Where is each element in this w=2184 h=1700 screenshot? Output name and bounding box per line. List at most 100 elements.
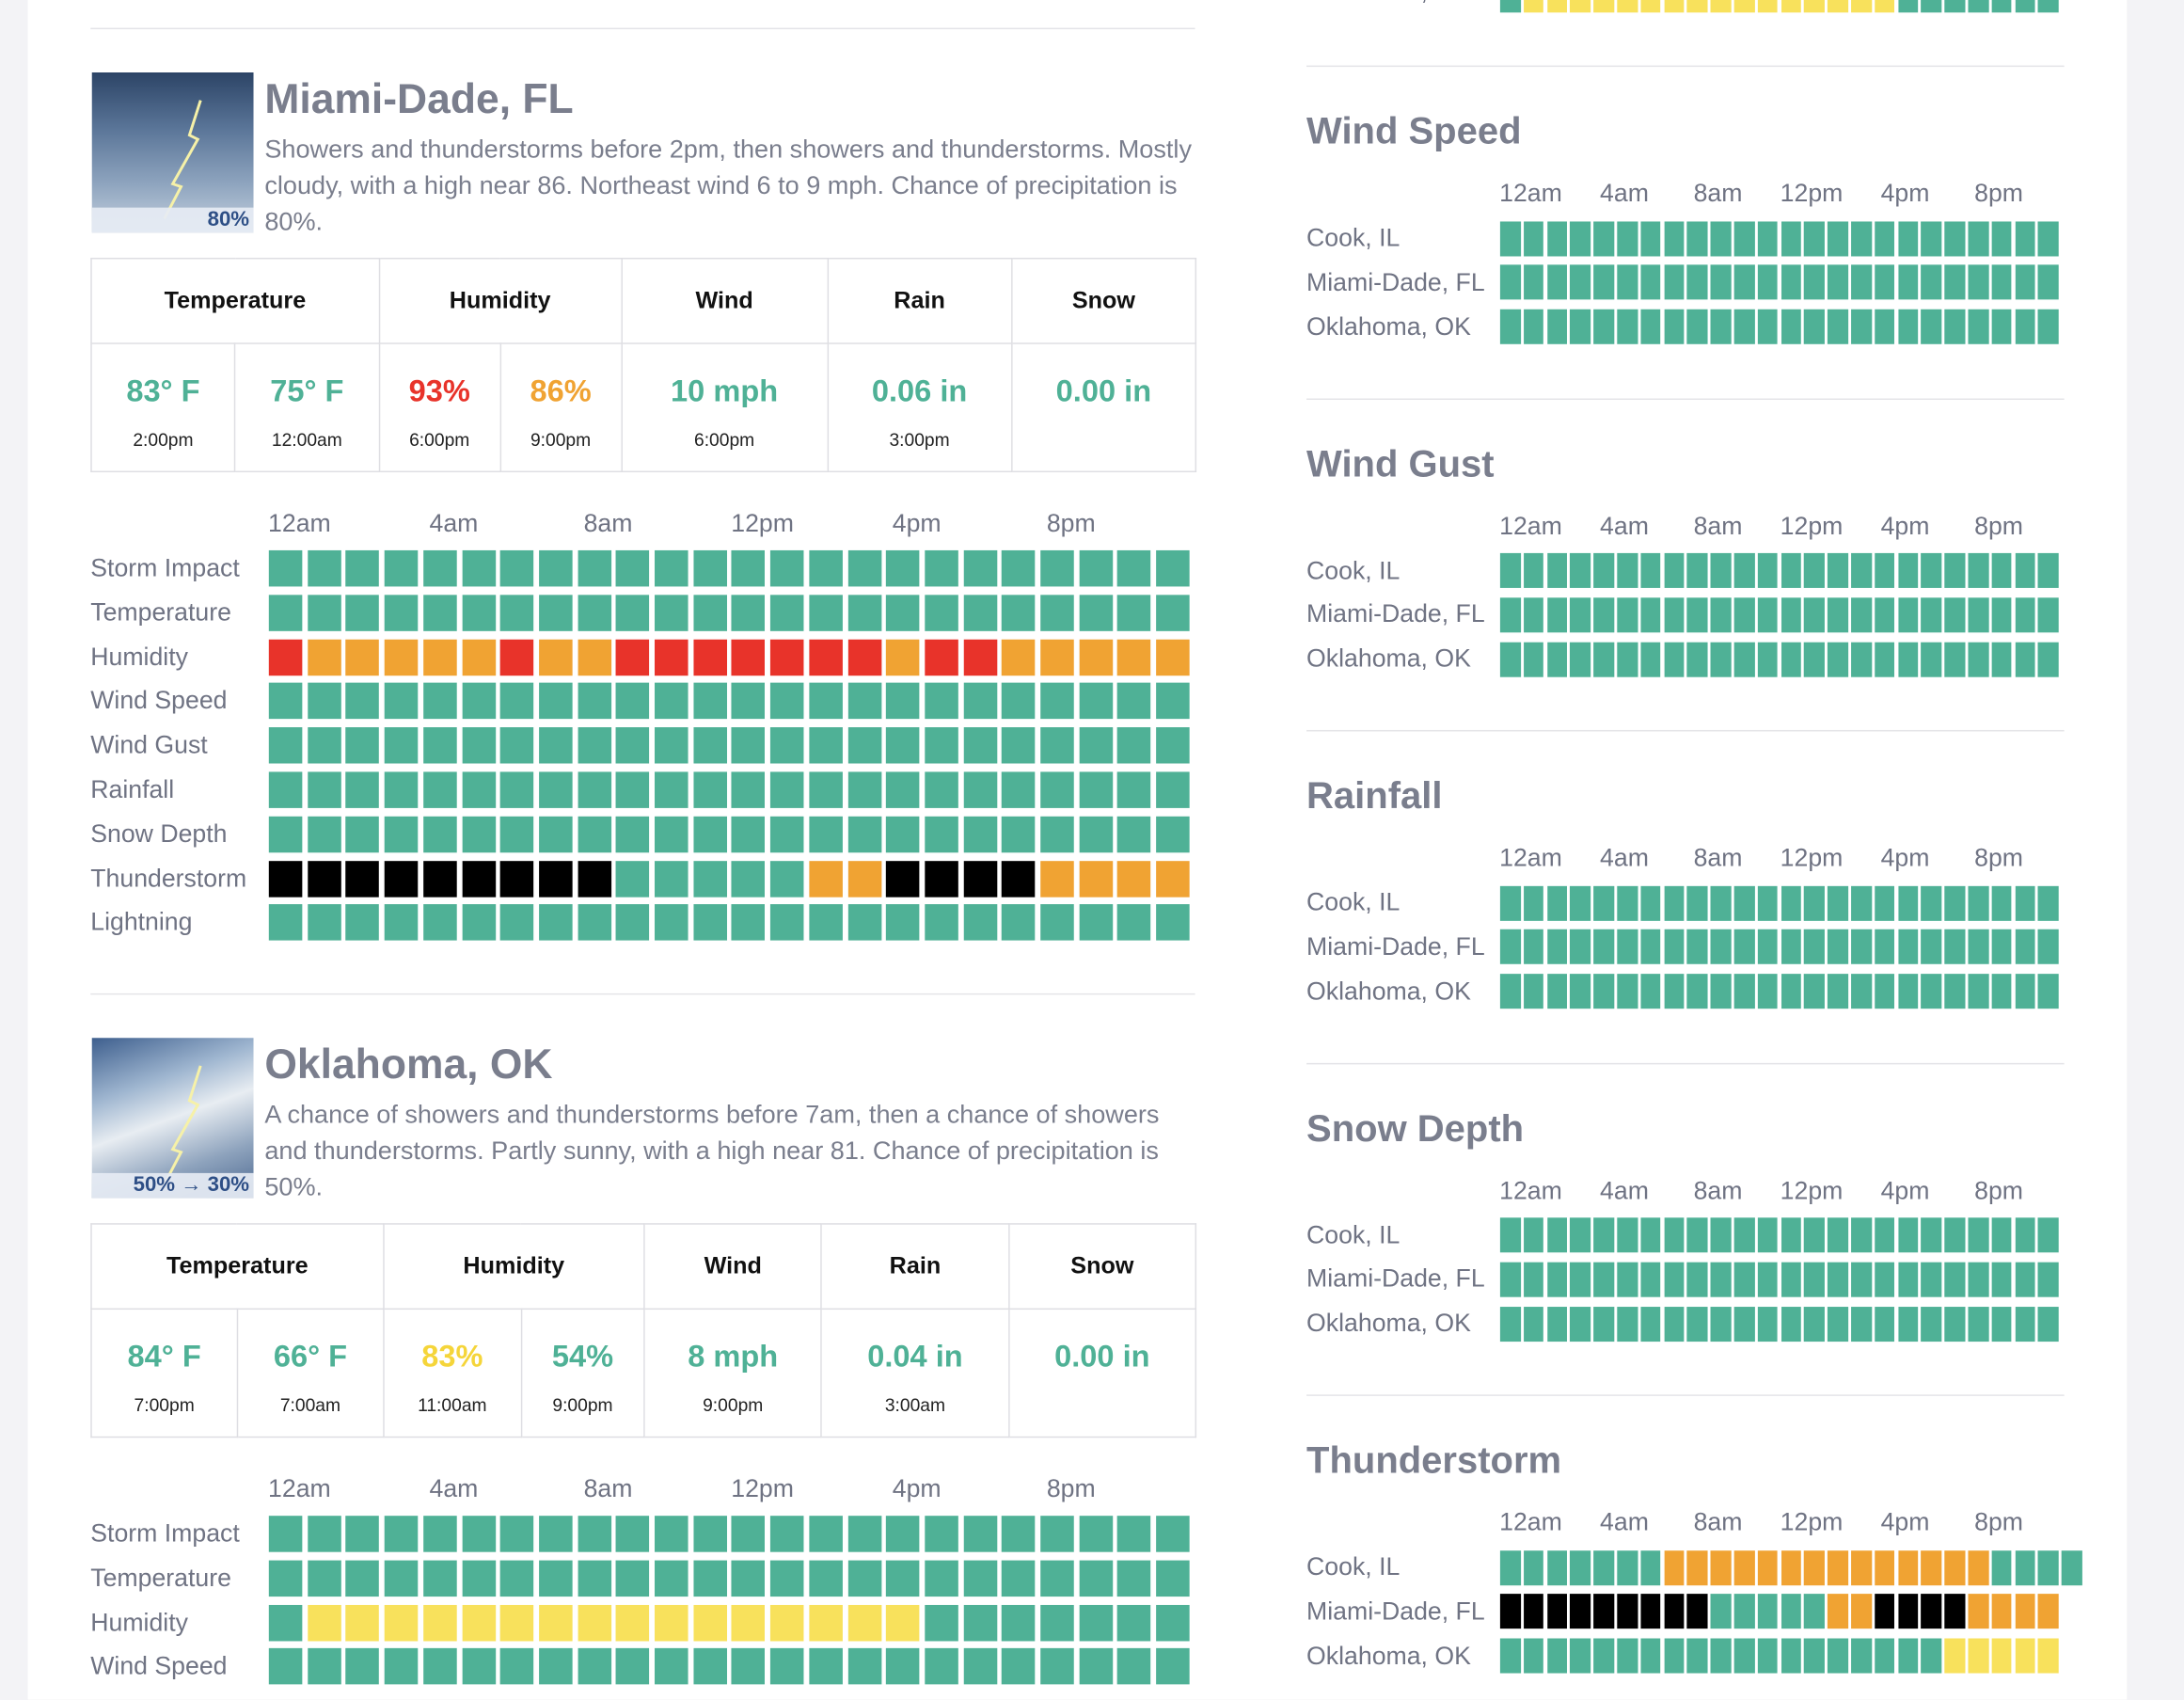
status-cell (1921, 1549, 1942, 1585)
status-cell (1117, 683, 1151, 720)
status-cell (1828, 885, 1848, 921)
status-cell (1874, 0, 1895, 13)
status-cell (461, 771, 496, 808)
row-label: Miami-Dade, FL (1306, 599, 1485, 628)
status-cell (1593, 309, 1614, 344)
hour-label: 8am (1693, 179, 1743, 207)
status-cell (1640, 1594, 1661, 1629)
status-cell (655, 771, 688, 808)
weather-image: 80% (91, 72, 254, 233)
status-cell (732, 771, 766, 808)
status-cell (268, 1516, 303, 1552)
status-cell (615, 816, 650, 852)
status-cell (1710, 885, 1732, 921)
status-cell (307, 549, 341, 587)
status-cell (1733, 642, 1755, 677)
status-cell (770, 771, 804, 808)
status-cell (1828, 1594, 1848, 1629)
status-cell (847, 1516, 881, 1552)
status-cell (1780, 885, 1801, 921)
status-cell (1804, 264, 1825, 300)
status-cell (1002, 1516, 1036, 1552)
status-cell (1640, 1217, 1661, 1253)
status-cell (886, 549, 920, 587)
status-cell (538, 860, 573, 898)
stat-time: 12:00am (271, 429, 342, 451)
status-cell (1757, 309, 1779, 344)
status-cell (2038, 1217, 2059, 1253)
status-cell (1897, 1549, 1919, 1585)
status-cell (577, 1604, 611, 1641)
status-cell (1921, 1217, 1942, 1253)
status-cell (770, 683, 804, 720)
status-cell (1686, 929, 1708, 965)
status-cell (1664, 1549, 1685, 1585)
hour-label: 8am (1693, 1508, 1743, 1536)
status-cell (1874, 1549, 1895, 1585)
status-cell (1040, 771, 1074, 808)
status-cell (1593, 220, 1614, 256)
status-cell (1156, 727, 1190, 764)
status-cell (1499, 974, 1521, 1009)
status-cell (422, 904, 457, 942)
status-cell (809, 639, 843, 675)
status-cell (2038, 1549, 2059, 1585)
stats-header: Temperature (90, 257, 380, 344)
status-cell (1851, 1306, 1872, 1342)
status-cell (268, 1604, 303, 1641)
status-cell (1523, 596, 1544, 633)
status-cell (925, 860, 958, 898)
status-cell (886, 1648, 920, 1685)
status-cell (963, 1560, 997, 1597)
status-cell (1874, 1638, 1895, 1674)
status-cell (1640, 885, 1661, 921)
status-cell (1570, 1217, 1591, 1253)
status-cell (2015, 929, 2035, 965)
status-cell (1897, 1306, 1919, 1342)
status-cell (615, 727, 650, 764)
status-cell (1733, 1262, 1755, 1297)
status-cell (1944, 885, 1966, 921)
status-cell (1570, 596, 1591, 633)
status-cell (1499, 1549, 1521, 1585)
status-cell (1617, 974, 1638, 1009)
status-cell (1640, 929, 1661, 965)
status-cell (1523, 929, 1544, 965)
status-cell (963, 595, 997, 631)
status-cell (461, 1648, 496, 1685)
status-cell (499, 639, 534, 675)
stats-cell: 66° F 7:00am (236, 1308, 385, 1438)
status-cell (2015, 220, 2035, 256)
status-cell (1523, 642, 1544, 677)
stats-header: Rain (826, 257, 1013, 344)
status-cell (1780, 974, 1801, 1009)
hour-label: 12am (1499, 1508, 1562, 1536)
status-cell (268, 771, 303, 808)
status-cell (1804, 1638, 1825, 1674)
status-cell (1710, 1594, 1732, 1629)
status-cell (268, 1648, 303, 1685)
hour-label: 8am (1693, 1175, 1743, 1204)
status-cell (732, 1604, 766, 1641)
status-cell (384, 639, 419, 675)
status-cell (1828, 1306, 1848, 1342)
status-cell (770, 595, 804, 631)
status-cell (886, 727, 920, 764)
status-cell (2038, 1306, 2059, 1342)
status-cell (1897, 885, 1919, 921)
status-cell (1897, 929, 1919, 965)
status-cell (1499, 596, 1521, 633)
hour-label: 4am (1600, 1508, 1649, 1536)
status-cell (1804, 0, 1825, 13)
row-label: Cook, IL (1306, 1220, 1401, 1248)
status-cell (1664, 642, 1685, 677)
status-cell (693, 771, 727, 808)
status-cell (1002, 727, 1036, 764)
status-cell (1757, 1306, 1779, 1342)
status-cell (886, 639, 920, 675)
status-cell (307, 727, 341, 764)
status-cell (732, 595, 766, 631)
status-cell (1686, 1638, 1708, 1674)
status-cell (345, 1516, 380, 1552)
status-cell (1968, 0, 1988, 13)
